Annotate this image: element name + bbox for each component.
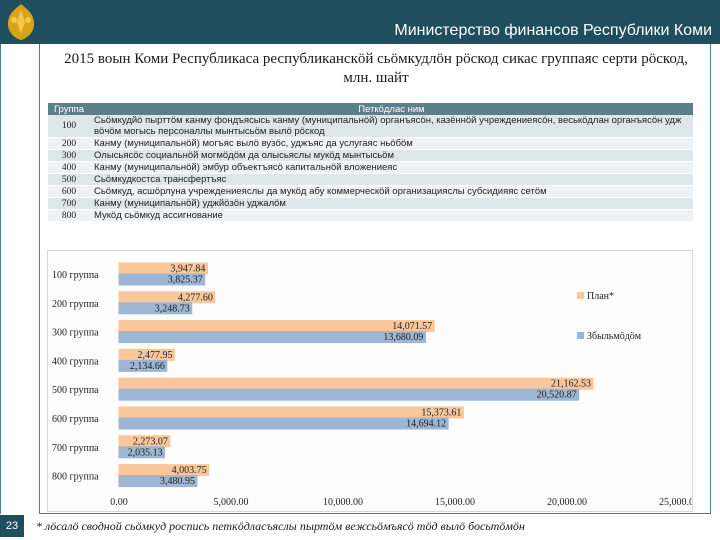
data-label: 4,003.75 (172, 465, 207, 476)
data-label: 15,373.61 (421, 408, 461, 419)
category-label: 400 группа (52, 356, 99, 367)
group-name: Олысьясӧс социальнӧй могмӧдӧм да олысьяс… (90, 149, 693, 162)
bar-actual (118, 273, 206, 286)
data-label: 3,480.95 (160, 476, 195, 487)
x-tick-label: 5,000.00 (214, 497, 249, 508)
bar-plan (118, 406, 464, 419)
x-tick-label: 20,000.00 (547, 497, 587, 508)
organization-title: Министерство финансов Республики Коми (394, 22, 712, 39)
header-bar: Министерство финансов Республики Коми (0, 0, 720, 44)
category-label: 100 группа (52, 270, 99, 281)
data-label: 13,680.09 (383, 332, 423, 343)
legend-label: План* (587, 291, 614, 302)
bar-plan (118, 320, 435, 333)
x-tick-label: 10,000.00 (323, 497, 363, 508)
table-row: 800 Мукӧд сьӧмкуд ассигнование (48, 209, 693, 222)
bar-plan (118, 377, 594, 390)
category-label: 600 группа (52, 414, 99, 425)
legend-swatch (577, 332, 584, 339)
bar-actual (118, 475, 198, 488)
bar-actual (118, 446, 166, 459)
group-code: 500 (48, 173, 90, 186)
data-label: 4,277.60 (178, 292, 213, 303)
group-name: Сьӧмкуд, асшӧрлуна учреждениеяслы да мук… (90, 185, 693, 198)
x-tick-label: 25,000.00 (659, 497, 692, 508)
table-row: 600 Сьӧмкуд, асшӧрлуна учреждениеяслы да… (48, 185, 693, 198)
left-border (0, 44, 1, 514)
data-label: 21,162.53 (551, 379, 591, 390)
category-label: 200 группа (52, 299, 99, 310)
group-name: Мукӧд сьӧмкуд ассигнование (90, 209, 693, 222)
group-code: 700 (48, 197, 90, 210)
group-name: Канму (муниципальнӧй) могъяс вылӧ вузӧс,… (90, 137, 693, 150)
bar-actual (118, 359, 168, 372)
komi-emblem-icon (8, 4, 34, 40)
column-header-name: Петкӧдлас ним (90, 103, 693, 115)
group-code: 300 (48, 149, 90, 162)
data-label: 2,035.13 (128, 447, 163, 458)
expense-groups-table: Группа Петкӧдлас ним 100 Сьӧмкудйӧ пыртт… (48, 103, 693, 222)
data-label: 2,477.95 (138, 350, 173, 361)
page-number: 23 (0, 515, 24, 537)
category-label: 300 группа (52, 328, 99, 339)
table-row: 400 Канму (муниципальнӧй) эмбур объектъя… (48, 161, 693, 174)
category-label: 800 группа (52, 472, 99, 483)
data-label: 14,694.12 (406, 419, 446, 430)
legend-label: Збыльмӧдӧм (587, 331, 642, 342)
bar-actual (118, 388, 580, 401)
page-title: 2015 воын Коми Республикаса республиканс… (64, 51, 688, 86)
bar-actual (118, 417, 449, 430)
x-tick-label: 0.00 (110, 497, 128, 508)
footnote: * лӧсалӧ сводной сьӧмкуд роспись петкӧдл… (36, 519, 525, 533)
group-name: Сьӧмкудкостса трансфертъяс (90, 173, 693, 186)
group-code: 200 (48, 137, 90, 150)
x-tick-label: 15,000.00 (435, 497, 475, 508)
bar-actual (118, 302, 193, 315)
table-row: 200 Канму (муниципальнӧй) могъяс вылӧ ву… (48, 137, 693, 150)
group-name: Канму (муниципальнӧй) эмбур объектъясӧ к… (90, 161, 693, 174)
group-name: Сьӧмкудйӧ пырттӧм канму фондъясысь канму… (90, 115, 693, 138)
data-label: 14,071.57 (392, 321, 432, 332)
table-header-row: Группа Петкӧдлас ним (48, 103, 693, 115)
column-header-group: Группа (48, 103, 90, 115)
category-label: 500 группа (52, 385, 99, 396)
legend-swatch (577, 292, 584, 299)
group-code: 100 (48, 115, 90, 138)
data-label: 20,520.87 (537, 390, 577, 401)
table-row: 700 Канму (муниципальнӧй) уджйӧзӧн уджал… (48, 197, 693, 210)
data-label: 2,273.07 (133, 436, 168, 447)
data-label: 3,248.73 (155, 303, 190, 314)
content-frame (39, 44, 711, 514)
group-code: 800 (48, 209, 90, 222)
data-label: 3,825.37 (168, 275, 203, 286)
group-code: 600 (48, 185, 90, 198)
table-row: 100 Сьӧмкудйӧ пырттӧм канму фондъясысь к… (48, 115, 693, 138)
chart-area: 100 группа 3,947.84 3,825.37 200 группа 4,27… (47, 250, 699, 512)
group-code: 400 (48, 161, 90, 174)
category-label: 700 группа (52, 443, 99, 454)
data-label: 3,947.84 (170, 264, 205, 275)
bar-chart: 100 группа 3,947.843,825.37 200 группа 4,27… (52, 262, 699, 508)
group-name: Канму (муниципальнӧй) уджйӧзӧн уджалӧм (90, 197, 693, 210)
data-label: 2,134.66 (130, 361, 165, 372)
table-row: 300 Олысьясӧс социальнӧй могмӧдӧм да олы… (48, 149, 693, 162)
table-row: 500 Сьӧмкудкостса трансфертъяс (48, 173, 693, 186)
bar-actual (118, 331, 426, 344)
